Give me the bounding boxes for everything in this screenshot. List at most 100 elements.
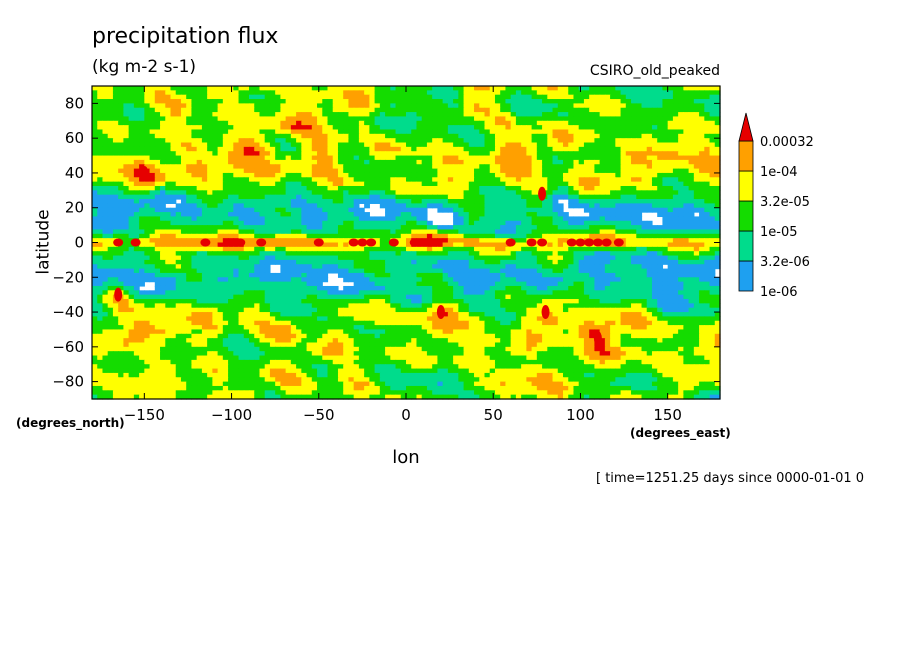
field-cell <box>238 99 245 104</box>
field-cell <box>243 259 250 265</box>
field-cell <box>515 238 522 244</box>
field-cell <box>301 246 308 252</box>
field-cell <box>165 107 172 113</box>
field-cell <box>453 233 459 239</box>
field-cell <box>406 185 412 191</box>
field-cell <box>447 116 454 122</box>
field-cell <box>306 255 313 261</box>
field-cell <box>385 172 391 178</box>
field-cell <box>390 246 397 252</box>
field-cell <box>631 238 637 244</box>
field-cell <box>379 190 386 196</box>
field-cell <box>421 129 428 135</box>
field-cell <box>233 151 240 157</box>
field-cell <box>212 246 219 252</box>
field-cell <box>269 151 276 157</box>
field-cell <box>699 264 705 270</box>
field-cell <box>180 164 187 170</box>
field-cell <box>552 168 559 174</box>
field-cell <box>217 129 224 135</box>
field-cell <box>92 229 98 235</box>
field-cell <box>672 264 679 270</box>
field-cell <box>620 255 627 261</box>
field-cell <box>563 138 569 144</box>
field-cell <box>322 212 329 218</box>
field-cell <box>542 199 548 204</box>
field-cell <box>662 190 669 196</box>
field-cell <box>610 146 616 152</box>
field-cell <box>317 264 323 270</box>
field-cell <box>107 181 114 187</box>
field-cell <box>369 94 376 100</box>
field-cell <box>348 86 355 91</box>
field-cell <box>133 194 140 200</box>
field-cell <box>254 216 261 222</box>
field-cell <box>505 212 512 218</box>
field-cell <box>139 159 145 165</box>
field-cell <box>547 103 554 109</box>
field-cell <box>458 120 465 126</box>
field-cell <box>149 220 156 226</box>
field-cell <box>290 199 297 204</box>
field-cell <box>521 229 527 235</box>
field-cell <box>290 264 297 270</box>
field-cell <box>494 259 501 265</box>
field-cell <box>578 90 585 96</box>
field-cell <box>667 142 674 148</box>
field-cell <box>353 120 360 126</box>
field-cell <box>406 90 412 96</box>
field-cell <box>594 194 601 200</box>
field-cell <box>421 138 428 144</box>
field-cell <box>699 225 705 231</box>
field-cell <box>552 203 559 209</box>
time-footer: [ time=1251.25 days since 0000-01-01 0 <box>596 471 865 486</box>
field-cell <box>526 199 533 204</box>
field-cell <box>494 133 501 139</box>
field-cell <box>625 107 632 113</box>
field-cell <box>447 259 454 265</box>
field-cell <box>311 164 318 170</box>
field-cell <box>228 107 234 113</box>
field-cell <box>699 207 705 213</box>
field-cell <box>599 99 606 104</box>
field-cell <box>358 107 365 113</box>
field-cell <box>699 246 705 252</box>
field-cell <box>217 255 224 261</box>
field-cell <box>604 216 611 222</box>
field-cell <box>406 112 412 118</box>
field-cell <box>557 251 564 257</box>
field-cell <box>468 181 475 187</box>
field-cell <box>233 90 240 96</box>
field-cell <box>149 190 156 196</box>
field-cell <box>667 99 674 104</box>
field-cell <box>693 194 700 200</box>
field-cell <box>228 133 234 139</box>
field-cell <box>453 177 459 183</box>
field-cell <box>269 242 276 248</box>
field-cell <box>657 207 664 213</box>
field-cell <box>651 86 658 91</box>
field-cell <box>432 190 438 196</box>
field-cell <box>578 233 585 239</box>
field-cell <box>254 255 261 261</box>
field-cell <box>474 151 480 157</box>
field-cell <box>678 220 684 226</box>
field-cell <box>573 181 580 187</box>
field-cell <box>369 259 376 265</box>
field-cell <box>709 155 716 161</box>
field-cell <box>217 229 224 235</box>
field-cell <box>395 120 402 126</box>
field-cell <box>631 181 637 187</box>
field-cell <box>667 168 674 174</box>
field-cell <box>290 207 297 213</box>
field-cell <box>317 181 323 187</box>
field-cell <box>264 120 271 126</box>
field-cell <box>620 264 627 270</box>
field-cell <box>243 94 250 100</box>
field-cell <box>458 146 465 152</box>
field-cell <box>651 246 658 252</box>
field-cell <box>704 229 711 235</box>
field-cell <box>568 112 575 118</box>
field-cell <box>165 264 172 270</box>
field-cell <box>688 164 695 170</box>
